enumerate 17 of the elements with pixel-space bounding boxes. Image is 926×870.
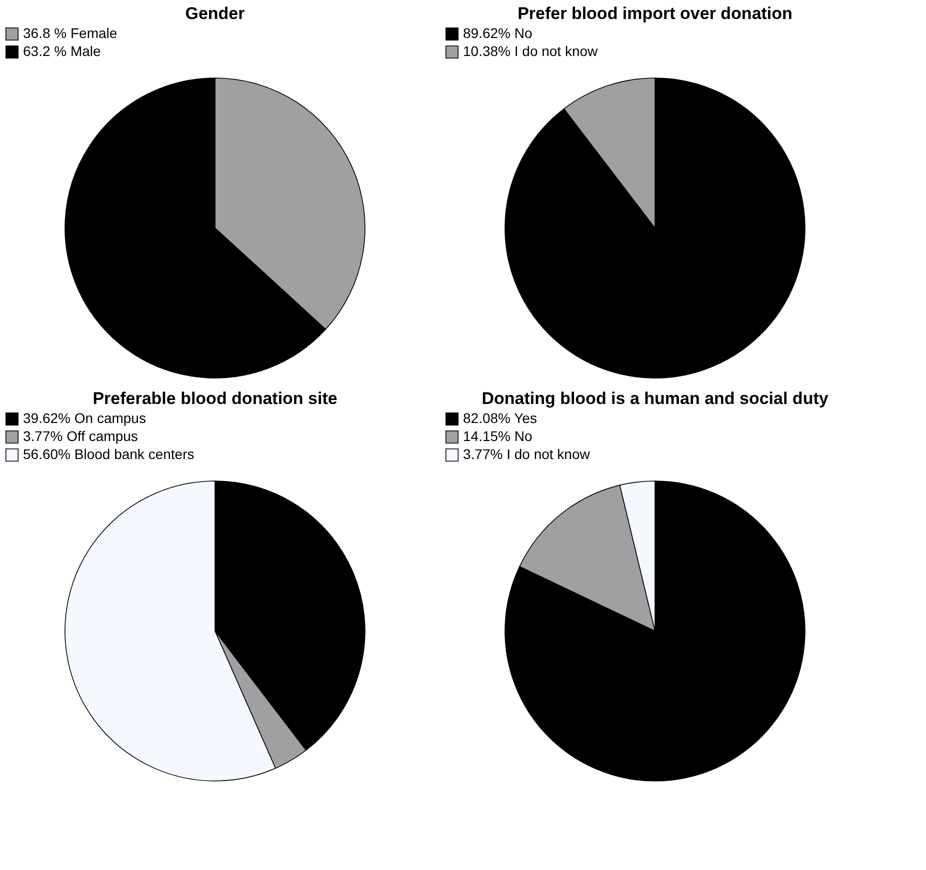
legend-label: 63.2 % Male — [23, 43, 102, 59]
legend-label: 3.77% I do not know — [463, 446, 591, 462]
chart-title: Donating blood is a human and social duty — [482, 389, 829, 408]
chart-title: Gender — [185, 4, 246, 23]
legend-label: 3.77% Off campus — [23, 428, 138, 444]
pie-slice — [504, 78, 806, 378]
legend-label: 89.62% No — [463, 25, 532, 41]
legend-label: 56.60% Blood bank centers — [23, 446, 194, 462]
pie-slice — [519, 484, 656, 632]
pie-slice — [504, 480, 806, 782]
legend-label: 10.38% I do not know — [463, 43, 599, 59]
legend-label: 36.8 % Female — [23, 25, 118, 41]
chart-title: Preferable blood donation site — [92, 389, 338, 408]
legend-label: 14.15% No — [463, 428, 532, 444]
chart-title: Prefer blood import over donation — [518, 4, 792, 23]
legend-label: 82.08% Yes — [463, 410, 537, 426]
legend-label: 39.62% On campus — [23, 410, 146, 426]
